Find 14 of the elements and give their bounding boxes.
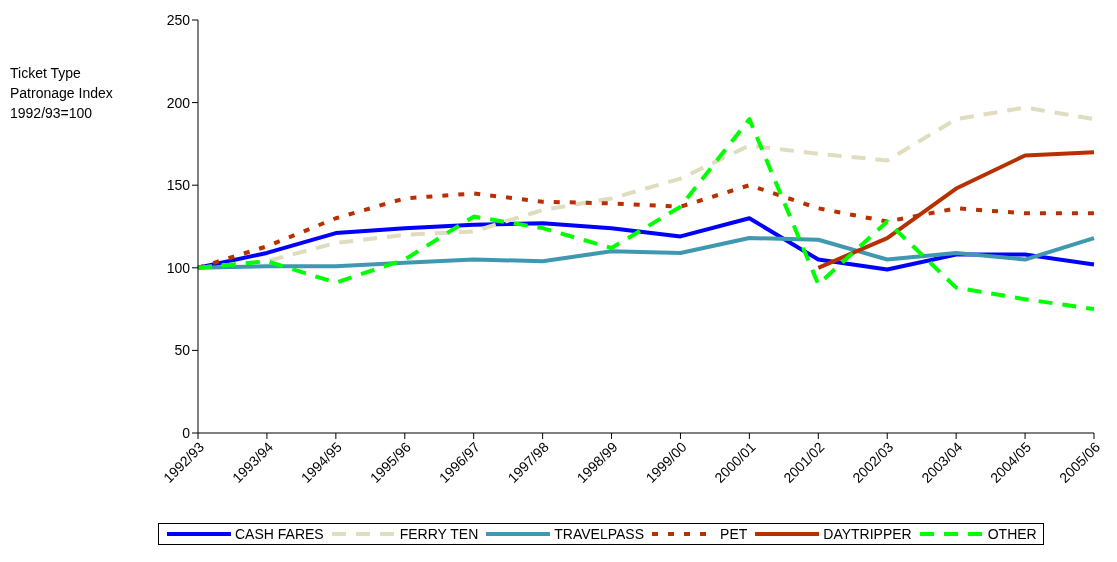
y-tick-label: 150 <box>166 177 191 194</box>
y-axis-title: Ticket Type Patronage Index 1992/93=100 <box>10 64 114 123</box>
legend-label: PET <box>720 526 748 542</box>
legend-label: DAYTRIPPER <box>823 526 912 542</box>
y-tick-label: 200 <box>166 94 191 111</box>
y-tick-label: 250 <box>166 11 191 28</box>
legend-label: CASH FARES <box>235 526 324 542</box>
y-tick-label: 0 <box>182 424 191 441</box>
legend-label: FERRY TEN <box>399 526 479 542</box>
legend-label: OTHER <box>987 526 1037 542</box>
y-tick-label: 50 <box>174 342 191 359</box>
y-tick-label: 100 <box>166 259 191 276</box>
line-series <box>196 117 1096 312</box>
legend-label: TRAVELPASS <box>554 526 645 542</box>
